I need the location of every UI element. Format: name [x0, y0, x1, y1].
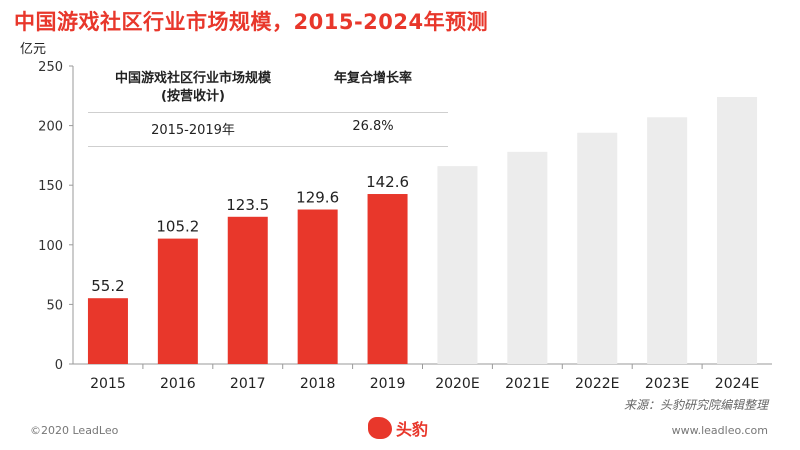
chart-title: 中国游戏社区行业市场规模，2015-2024年预测	[14, 10, 489, 34]
cagr-period: 2015-2019年	[151, 123, 235, 138]
x-tick-label: 2022E	[575, 376, 619, 392]
source-note: 来源：头豹研究院编辑整理	[623, 398, 768, 412]
data-label: 142.6	[366, 173, 409, 191]
y-tick-label: 0	[55, 358, 63, 373]
bar	[367, 194, 408, 364]
data-label: 105.2	[156, 218, 199, 236]
x-tick-label: 2019	[370, 376, 406, 392]
website-link[interactable]: www.leadleo.com	[671, 424, 768, 437]
bar	[157, 238, 198, 364]
bar	[577, 132, 618, 364]
x-tick-label: 2024E	[715, 376, 759, 392]
logo-text: 头豹	[396, 420, 429, 439]
cagr-header-row: 中国游戏社区行业市场规模 (按营收计) 年复合增长率	[88, 70, 448, 113]
cagr-value-row: 2015-2019年 26.8%	[88, 113, 448, 147]
x-tick-label: 2017	[230, 376, 266, 392]
bar	[227, 216, 268, 364]
x-tick-label: 2023E	[645, 376, 689, 392]
y-tick-label: 200	[38, 120, 63, 135]
x-tick-label: 2021E	[505, 376, 549, 392]
x-tick-label: 2015	[90, 376, 126, 392]
data-label: 129.6	[296, 189, 339, 207]
y-tick-label: 100	[38, 239, 63, 254]
data-label: 55.2	[91, 277, 124, 295]
bar	[297, 209, 338, 364]
x-tick-label: 2016	[160, 376, 196, 392]
bar	[507, 151, 548, 364]
x-tick-label: 2020E	[435, 376, 479, 392]
bar	[717, 96, 758, 364]
cagr-metric-header: 中国游戏社区行业市场规模 (按营收计)	[88, 70, 298, 106]
leopard-icon	[368, 417, 392, 439]
cagr-rate-header: 年复合增长率	[333, 71, 412, 86]
cagr-metric-label: 中国游戏社区行业市场规模	[114, 71, 271, 86]
data-label: 123.5	[226, 196, 269, 214]
cagr-table: 中国游戏社区行业市场规模 (按营收计) 年复合增长率 2015-2019年 26…	[88, 70, 448, 147]
bar	[647, 117, 688, 364]
bar	[87, 298, 128, 364]
brand-logo: 头豹	[368, 416, 428, 440]
y-tick-label: 250	[38, 60, 63, 75]
y-tick-label: 50	[46, 298, 63, 313]
bar	[437, 166, 478, 364]
y-axis-unit: 亿元	[20, 42, 47, 57]
cagr-rate: 26.8%	[352, 119, 394, 134]
cagr-metric-sublabel: (按营收计)	[161, 89, 225, 104]
copyright: ©2020 LeadLeo	[30, 424, 119, 437]
y-tick-label: 150	[38, 179, 63, 194]
x-tick-label: 2018	[300, 376, 336, 392]
